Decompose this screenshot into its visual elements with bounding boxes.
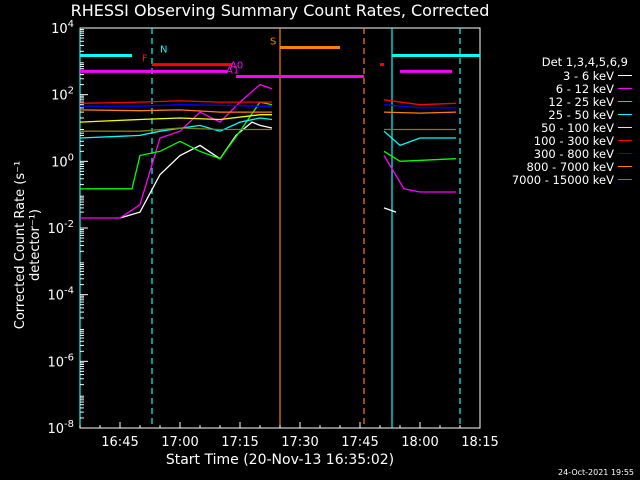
y-axis-label: Corrected Count Rate (s⁻¹ detector⁻¹): [13, 160, 43, 330]
x-tick-label-0: 16:45: [101, 435, 138, 450]
x-tick-label-5: 18:00: [401, 435, 438, 450]
x-tick-label-4: 17:45: [341, 435, 378, 450]
legend-label: 3 - 6 keV: [563, 68, 614, 83]
series-line-0: [119, 121, 397, 219]
legend-title: Det 1,3,4,5,6,9: [541, 55, 628, 69]
legend-label: 100 - 300 keV: [533, 133, 614, 148]
legend-label: 6 - 12 keV: [555, 81, 614, 96]
legend: Det 1,3,4,5,6,9 3 - 6 keV 6 - 12 keV 12 - …: [480, 55, 632, 187]
series-line-6: [80, 104, 456, 109]
y-tick-label-3: 10-2: [47, 219, 74, 237]
y-tick-label-2: 10-4: [47, 286, 74, 304]
legend-item: 25 - 50 keV: [480, 107, 632, 122]
state-bar-label-A1: A1: [226, 66, 239, 77]
legend-item: 50 - 100 keV: [480, 120, 632, 135]
y-tick-label-1: 10-6: [47, 352, 74, 370]
x-tick-label-3: 17:30: [281, 435, 318, 450]
legend-swatch: [618, 75, 632, 76]
state-bar-label-A0: A0: [230, 60, 243, 71]
series-line-3: [79, 117, 456, 147]
legend-item: 12 - 25 keV: [480, 94, 632, 109]
legend-item: 100 - 300 keV: [480, 133, 632, 148]
footer-date: 24-Oct-2021 19:55: [558, 468, 634, 477]
y-tick-label-6: 104: [51, 19, 74, 37]
x-tick-label-1: 17:00: [161, 435, 198, 450]
legend-swatch: [618, 101, 632, 102]
legend-swatch: [618, 140, 632, 141]
y-tick-label-4: 100: [51, 152, 74, 170]
x-tick-label-6: 18:15: [461, 435, 498, 450]
legend-item: 800 - 7000 keV: [480, 159, 632, 174]
series-line-2: [80, 101, 457, 190]
legend-label: 800 - 7000 keV: [526, 159, 614, 174]
legend-item: 3 - 6 keV: [480, 68, 632, 83]
legend-label: 50 - 100 keV: [541, 120, 614, 135]
legend-swatch: [618, 114, 632, 115]
legend-item: 7000 - 15000 keV: [480, 172, 632, 187]
legend-label: 25 - 50 keV: [548, 107, 614, 122]
y-tick-label-5: 102: [51, 86, 74, 104]
legend-swatch: [618, 127, 632, 128]
legend-label: 12 - 25 keV: [548, 94, 614, 109]
series-line-8: [80, 127, 456, 132]
series-line-5: [79, 99, 457, 106]
legend-swatch: [618, 153, 632, 154]
legend-label: 7000 - 15000 keV: [511, 172, 614, 187]
state-bar-label-S: S: [270, 37, 276, 48]
x-tick-label-2: 17:15: [221, 435, 258, 450]
chart-title: RHESSI Observing Summary Count Rates, Co…: [70, 1, 490, 20]
series-line-1: [80, 83, 456, 219]
series-line-7: [79, 109, 457, 114]
y-tick-label-0: 10-8: [47, 419, 74, 437]
legend-swatch: [618, 179, 632, 180]
x-axis-label: Start Time (20-Nov-13 16:35:02): [165, 452, 395, 468]
legend-label: 300 - 800 keV: [533, 146, 614, 161]
legend-item: 6 - 12 keV: [480, 81, 632, 96]
legend-swatch: [618, 166, 632, 167]
state-bar-label-F: F: [142, 54, 148, 65]
legend-item: 300 - 800 keV: [480, 146, 632, 161]
legend-swatch: [618, 88, 632, 89]
state-bar-label-N: N: [160, 44, 167, 55]
